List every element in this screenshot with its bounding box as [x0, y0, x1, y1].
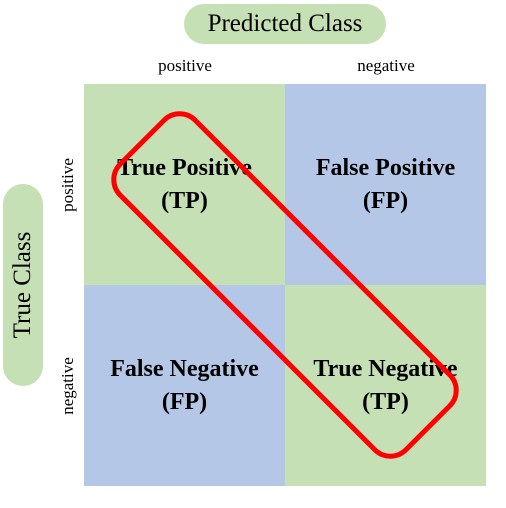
row-label-positive: positive [58, 158, 77, 212]
cell-fp-title: False Positive [315, 154, 456, 181]
cell-fn-title: False Negative [110, 355, 259, 382]
true-class-label [3, 184, 43, 386]
cell-false-positive: False Positive (FP) [285, 84, 486, 285]
column-label-negative: negative [357, 56, 415, 75]
cell-fp-abbr: (FP) [362, 187, 409, 214]
cell-true-positive: True Positive (TP) [84, 84, 285, 285]
cell-true-negative: True Negative (TP) [285, 285, 486, 486]
column-label-positive: positive [158, 56, 212, 75]
true-class-text: True Class [9, 231, 36, 339]
cell-fn-abbr: (FP) [161, 388, 208, 415]
cell-false-negative: False Negative (FP) [84, 285, 285, 486]
cell-tn-title: True Negative [313, 355, 458, 382]
row-label-negative: negative [58, 357, 77, 415]
predicted-class-text: Predicted Class [207, 10, 363, 37]
cell-tp-title: True Positive [117, 154, 252, 181]
cell-tn-abbr: (TP) [362, 388, 409, 415]
predicted-class-label: Predicted Class [184, 4, 386, 44]
cell-tp-abbr: (TP) [161, 187, 208, 214]
